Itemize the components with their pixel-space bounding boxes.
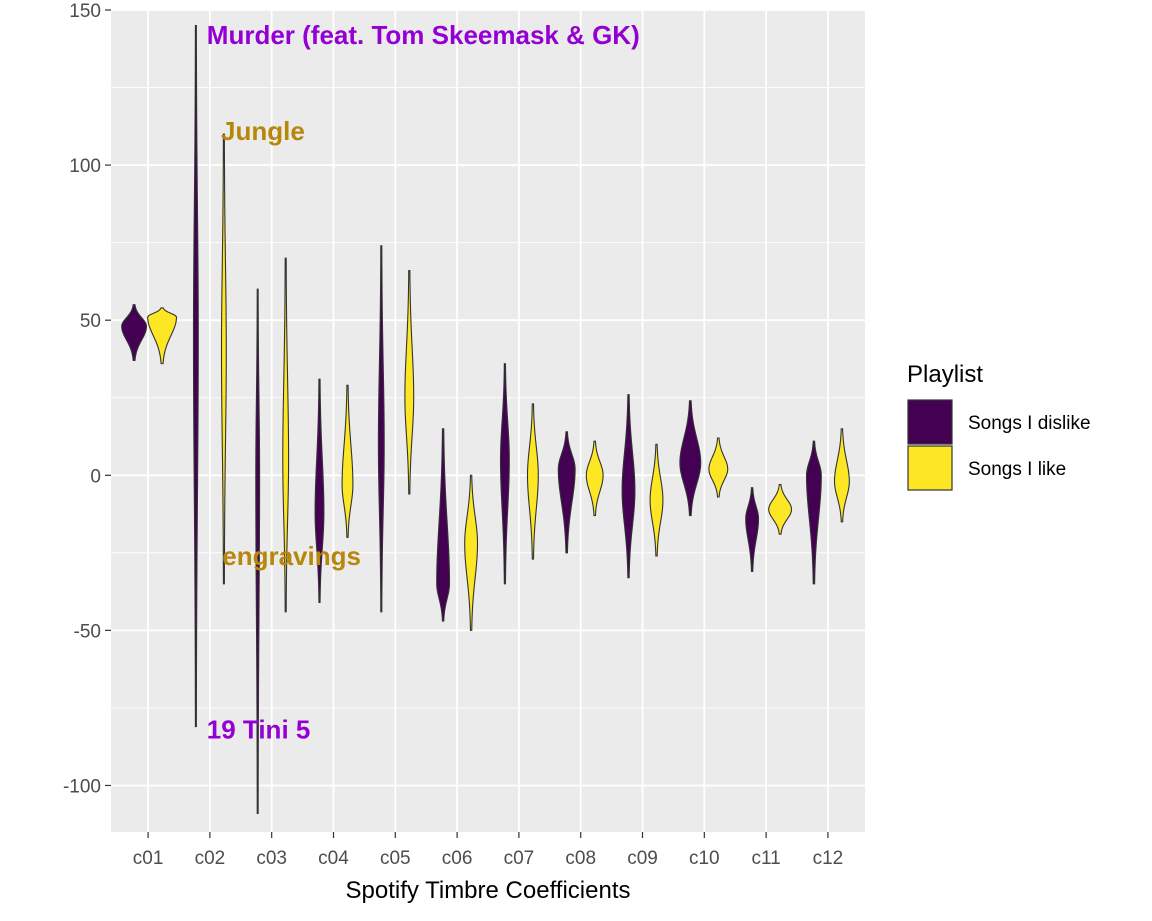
grid-major [111, 9, 865, 832]
x-tick-label-c11: c11 [751, 848, 780, 869]
violin-dislike-c11 [745, 487, 760, 572]
annotations: Murder (feat. Tom Skeemask & GK) Jungle en… [207, 20, 640, 745]
violin-like-c06 [464, 474, 479, 631]
x-tick-label-c12: c12 [813, 848, 844, 869]
y-tick-label: -50 [74, 621, 101, 642]
legend-label: Songs I like [968, 459, 1066, 480]
violin-dislike-c06 [436, 428, 451, 622]
x-tick-label-c09: c09 [627, 848, 658, 869]
grid-minor [111, 87, 865, 709]
y-tick-label: 100 [69, 156, 101, 177]
violin-like-c11 [768, 484, 793, 535]
violin-dislike-c10 [679, 400, 702, 517]
violins [121, 24, 850, 814]
violin-dislike-c12 [805, 440, 822, 585]
violin-like-c04 [341, 384, 354, 538]
legend-key-dislike [907, 399, 953, 445]
y-tick-label: -100 [63, 776, 101, 797]
violin-dislike-c09 [621, 394, 636, 579]
annotation-label: engravings [222, 541, 361, 571]
violin-like-c05 [404, 270, 415, 495]
violin-dislike-c04 [314, 378, 325, 604]
violin-dislike-c08 [557, 431, 576, 554]
y-tick-label: 0 [90, 466, 101, 487]
x-tick-label-c04: c04 [318, 848, 349, 869]
annotation-label: Jungle [221, 116, 305, 146]
violin-like-c12 [833, 428, 850, 523]
violin-like-c09 [649, 443, 664, 557]
x-tick-label-c07: c07 [504, 848, 535, 869]
x-tick-label-c05: c05 [380, 848, 411, 869]
violin-like-c02 [220, 133, 227, 585]
annotation-label: 19 Tini 5 [207, 715, 311, 745]
annotation-label: Murder (feat. Tom Skeemask & GK) [207, 20, 640, 50]
violin-dislike-c07 [499, 363, 510, 585]
x-axis: c01 c02 c03 c04 c05 c06 c07 c08 c09 c10 c11 c12 [133, 832, 843, 869]
legend-key-like [907, 445, 953, 491]
x-tick-label-c01: c01 [133, 848, 164, 869]
x-tick-label-c10: c10 [689, 848, 720, 869]
plot-panel [111, 10, 865, 832]
violin-dislike-c02 [192, 24, 199, 728]
x-tick-label-c02: c02 [195, 848, 226, 869]
x-tick-label-c06: c06 [442, 848, 473, 869]
violin-like-c07 [526, 403, 539, 560]
x-tick-label-c08: c08 [565, 848, 596, 869]
legend-title: Playlist [907, 361, 983, 388]
violin-like-c08 [585, 440, 604, 517]
violin-dislike-c05 [377, 245, 385, 613]
violin-dislike-c03 [255, 288, 261, 814]
violin-like-c03 [282, 257, 290, 613]
x-axis-title: Spotify Timbre Coefficients [345, 877, 630, 904]
y-tick-label: 150 [69, 1, 101, 22]
y-tick-label: 50 [80, 311, 101, 332]
violin-dislike-c01 [121, 304, 148, 362]
violin-like-c10 [708, 437, 729, 498]
legend-label: Songs I dislike [968, 413, 1091, 434]
violin-like-c01 [147, 307, 178, 365]
legend: Playlist Songs I dislike Songs I like [907, 361, 1091, 491]
x-tick-label-c03: c03 [256, 848, 287, 869]
y-axis: 150 100 50 0 -50 -100 [63, 1, 111, 797]
